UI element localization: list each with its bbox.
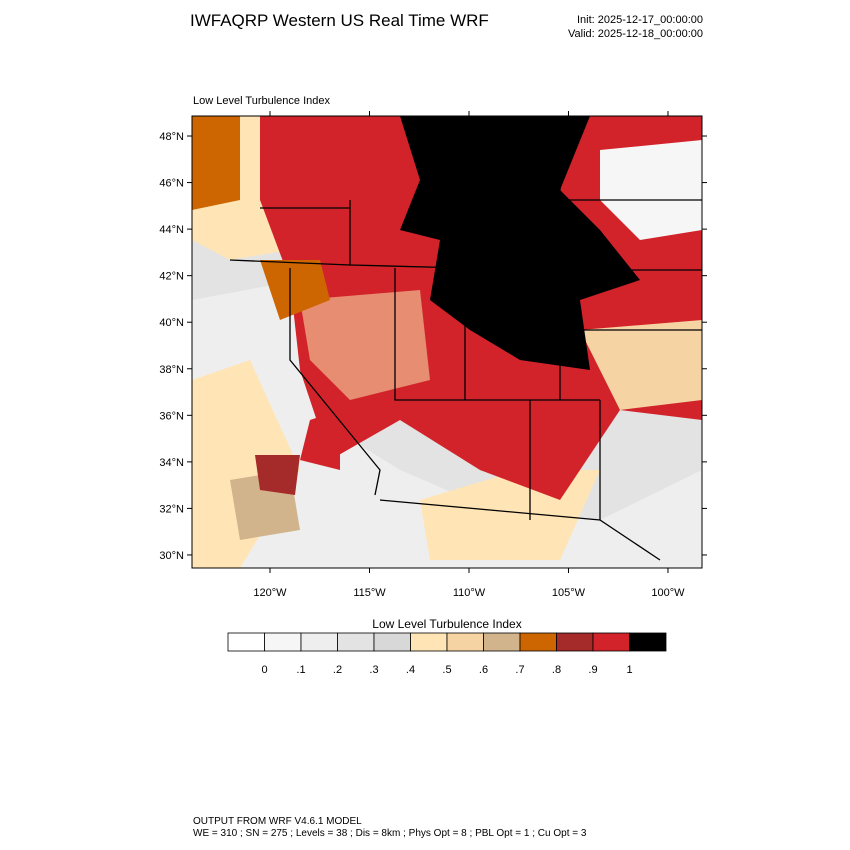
y-tick-label: 42°N xyxy=(159,271,184,283)
colorbar-label: .6 xyxy=(479,664,488,676)
title: IWFAQRP Western US Real Time WRF xyxy=(190,11,489,30)
x-tick-label: 110°W xyxy=(453,587,486,599)
colorbar-box xyxy=(410,632,448,652)
colorbar-box xyxy=(227,632,265,652)
x-tick-label: 100°W xyxy=(651,587,685,599)
colorbar-label: .2 xyxy=(333,664,342,676)
y-tick-label: 40°N xyxy=(159,317,184,329)
x-tick-label: 115°W xyxy=(353,587,386,599)
y-tick-label: 30°N xyxy=(159,550,184,562)
valid-time: Valid: 2025-12-18_00:00:00 xyxy=(568,28,703,40)
map-title: Low Level Turbulence Index xyxy=(193,95,330,107)
colorbar-box xyxy=(373,632,411,652)
map-frame xyxy=(191,115,703,569)
colorbar-title: Low Level Turbulence Index xyxy=(372,617,521,631)
colorbar-label: .4 xyxy=(406,664,415,676)
colorbar-label: .3 xyxy=(369,664,378,676)
y-tick-label: 46°N xyxy=(159,178,184,190)
map-axes: 30°N 32°N 34°N 36°N 38°N 40°N 42°N 44°N 46°N 48°N… xyxy=(159,111,707,599)
colorbar-box xyxy=(446,632,484,652)
y-tick-label: 32°N xyxy=(159,503,184,515)
x-tick-label: 105°W xyxy=(552,587,586,599)
colorbar-box xyxy=(629,632,667,652)
colorbar-box xyxy=(300,632,338,652)
colorbar-box xyxy=(592,632,630,652)
colorbar-box xyxy=(337,632,375,652)
colorbar-box xyxy=(519,632,557,652)
y-tick-label: 38°N xyxy=(159,364,184,376)
colorbar-box xyxy=(556,632,594,652)
footer-line-1: OUTPUT FROM WRF V4.6.1 MODEL xyxy=(193,816,362,827)
y-tick-label: 48°N xyxy=(159,131,184,143)
colorbar-box xyxy=(483,632,521,652)
colorbar-label: .7 xyxy=(515,664,524,676)
y-tick-label: 34°N xyxy=(159,457,184,469)
x-tick-label: 120°W xyxy=(253,587,287,599)
colorbar: 0 .1 .2 .3 .4 .5 .6 .7 .8 .9 1 xyxy=(227,632,667,676)
colorbar-label: 1 xyxy=(626,664,632,676)
colorbar-box xyxy=(264,632,302,652)
colorbar-label: .1 xyxy=(296,664,305,676)
colorbar-label: .8 xyxy=(552,664,561,676)
y-tick-label: 44°N xyxy=(159,224,184,236)
turbulence-field xyxy=(192,116,702,568)
colorbar-label: .5 xyxy=(442,664,451,676)
init-time: Init: 2025-12-17_00:00:00 xyxy=(577,14,703,26)
colorbar-label: .9 xyxy=(588,664,597,676)
y-tick-label: 36°N xyxy=(159,410,184,422)
footer-line-2: WE = 310 ; SN = 275 ; Levels = 38 ; Dis … xyxy=(193,828,587,839)
colorbar-label: 0 xyxy=(261,664,267,676)
